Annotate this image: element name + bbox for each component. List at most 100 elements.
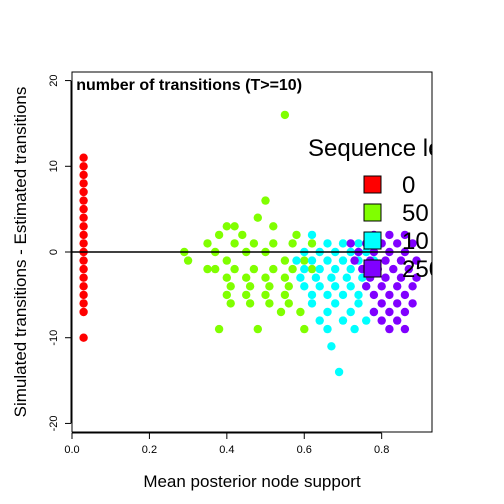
data-point [249,239,259,248]
data-point [377,316,386,325]
data-point [288,239,297,248]
data-point [369,307,379,317]
data-point [311,273,321,282]
data-point [393,282,402,291]
data-point [385,230,394,240]
data-point [292,230,301,240]
data-point [400,290,410,300]
data-point [412,273,421,282]
data-point [350,324,359,334]
data-point [381,256,390,265]
x-tick-label: 0.2 [142,444,157,456]
x-axis-label: Mean posterior node support [143,472,361,491]
data-point [385,307,394,317]
data-point [346,239,355,248]
data-point [280,256,290,265]
data-point [79,196,88,205]
data-point [211,264,220,274]
chart-title: n number of transitions (T>=10) [62,77,302,94]
data-point [377,282,386,291]
data-point [307,256,317,265]
data-point [400,307,410,317]
data-point [245,282,255,291]
data-point [280,273,290,282]
data-point [307,299,317,308]
y-tick-label: 10 [48,160,60,172]
legend-label: 0 [402,172,415,199]
data-point [79,187,88,197]
data-point [296,273,305,282]
plot-frame [71,71,433,433]
data-point [222,273,231,282]
data-point [222,222,231,231]
data-point [307,239,317,248]
data-point [79,204,88,214]
data-point [269,264,278,274]
data-point [253,213,262,222]
data-point [79,299,88,308]
x-axis: 0.0 0.2 0.4 0.6 0.8 [64,432,389,456]
data-point [226,282,235,291]
data-point [338,239,348,248]
data-point [230,239,239,248]
data-point [214,324,224,334]
x-tick-label: 0.8 [374,444,389,456]
data-point [338,256,348,265]
data-point [323,324,332,334]
data-point [226,299,235,308]
data-point [300,324,309,334]
data-point [331,264,340,274]
data-point [230,222,239,231]
data-point [346,307,355,317]
data-point [242,273,251,282]
data-point [203,264,212,274]
data-point [79,162,88,171]
y-axis-label: Simulated transitions - Estimated transi… [11,87,30,418]
data-point [362,316,371,325]
data-point [79,239,88,248]
data-point [315,316,324,325]
data-point [307,230,317,240]
data-point [369,290,379,300]
data-point [346,282,355,291]
data-point [300,264,309,274]
data-point [338,316,348,325]
x-tick-label: 0.4 [219,444,234,456]
data-point [296,307,305,317]
data-point [79,179,88,188]
data-point [222,290,231,300]
data-point [334,367,344,377]
data-point [315,282,324,291]
data-point [400,230,410,240]
data-point [354,290,363,300]
data-point [261,273,270,282]
data-point [393,316,402,325]
data-point [265,299,274,308]
data-point [404,264,413,274]
data-point [261,290,270,300]
legend-swatch [363,231,382,250]
data-point [79,282,88,291]
data-point [396,256,406,265]
data-point [408,299,417,308]
data-point [350,256,359,265]
data-point [323,307,332,317]
data-point [79,307,88,317]
data-point [79,290,88,300]
data-point [245,299,255,308]
data-point [385,290,394,300]
y-tick-label: -10 [48,330,60,346]
data-point [408,282,417,291]
data-point [222,256,231,265]
data-point [269,239,278,248]
data-point [288,264,297,274]
data-point [354,299,363,308]
data-points [79,110,421,377]
data-point [79,273,88,282]
data-point [230,264,239,274]
y-axis: -20 -10 0 10 20 [48,74,72,431]
data-point [346,264,355,274]
data-point [79,333,88,342]
data-point [315,264,324,274]
